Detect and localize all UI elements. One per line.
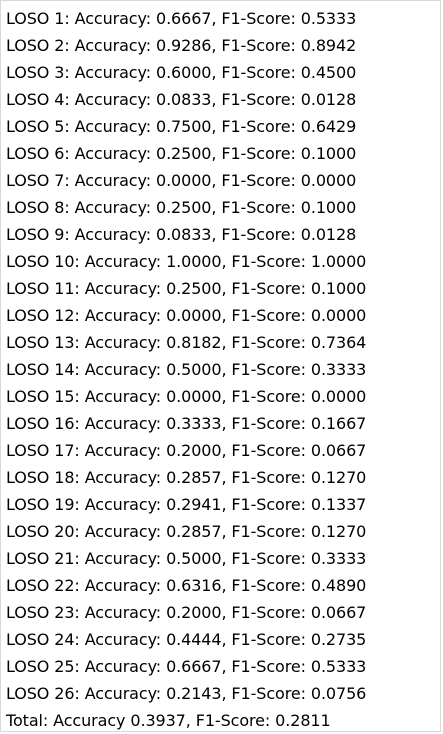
- output-line: LOSO 10: Accuracy: 1.0000, F1-Score: 1.0…: [6, 252, 367, 271]
- total-line: Total: Accuracy 0.3937, F1-Score: 0.2811: [6, 711, 331, 730]
- output-line: LOSO 24: Accuracy: 0.4444, F1-Score: 0.2…: [6, 630, 367, 649]
- output-line: LOSO 6: Accuracy: 0.2500, F1-Score: 0.10…: [6, 144, 357, 163]
- output-line: LOSO 5: Accuracy: 0.7500, F1-Score: 0.64…: [6, 117, 357, 136]
- output-line: LOSO 12: Accuracy: 0.0000, F1-Score: 0.0…: [6, 306, 367, 325]
- output-line: LOSO 9: Accuracy: 0.0833, F1-Score: 0.01…: [6, 225, 357, 244]
- output-line: LOSO 13: Accuracy: 0.8182, F1-Score: 0.7…: [6, 333, 367, 352]
- output-line: LOSO 18: Accuracy: 0.2857, F1-Score: 0.1…: [6, 468, 367, 487]
- output-line: LOSO 8: Accuracy: 0.2500, F1-Score: 0.10…: [6, 198, 357, 217]
- output-line: LOSO 15: Accuracy: 0.0000, F1-Score: 0.0…: [6, 387, 367, 406]
- output-line: LOSO 4: Accuracy: 0.0833, F1-Score: 0.01…: [6, 90, 357, 109]
- output-line: LOSO 14: Accuracy: 0.5000, F1-Score: 0.3…: [6, 360, 367, 379]
- output-line: LOSO 25: Accuracy: 0.6667, F1-Score: 0.5…: [6, 657, 367, 676]
- output-line: LOSO 19: Accuracy: 0.2941, F1-Score: 0.1…: [6, 495, 367, 514]
- output-line: LOSO 11: Accuracy: 0.2500, F1-Score: 0.1…: [6, 279, 367, 298]
- output-line: LOSO 26: Accuracy: 0.2143, F1-Score: 0.0…: [6, 684, 367, 703]
- output-line: LOSO 22: Accuracy: 0.6316, F1-Score: 0.4…: [6, 576, 367, 595]
- output-line: LOSO 7: Accuracy: 0.0000, F1-Score: 0.00…: [6, 171, 357, 190]
- output-line: LOSO 20: Accuracy: 0.2857, F1-Score: 0.1…: [6, 522, 367, 541]
- output-line: LOSO 17: Accuracy: 0.2000, F1-Score: 0.0…: [6, 441, 367, 460]
- output-line: LOSO 23: Accuracy: 0.2000, F1-Score: 0.0…: [6, 603, 367, 622]
- output-line: LOSO 16: Accuracy: 0.3333, F1-Score: 0.1…: [6, 414, 367, 433]
- output-line: LOSO 1: Accuracy: 0.6667, F1-Score: 0.53…: [6, 9, 357, 28]
- output-line: LOSO 21: Accuracy: 0.5000, F1-Score: 0.3…: [6, 549, 367, 568]
- output-line: LOSO 2: Accuracy: 0.9286, F1-Score: 0.89…: [6, 36, 357, 55]
- output-line: LOSO 3: Accuracy: 0.6000, F1-Score: 0.45…: [6, 63, 357, 82]
